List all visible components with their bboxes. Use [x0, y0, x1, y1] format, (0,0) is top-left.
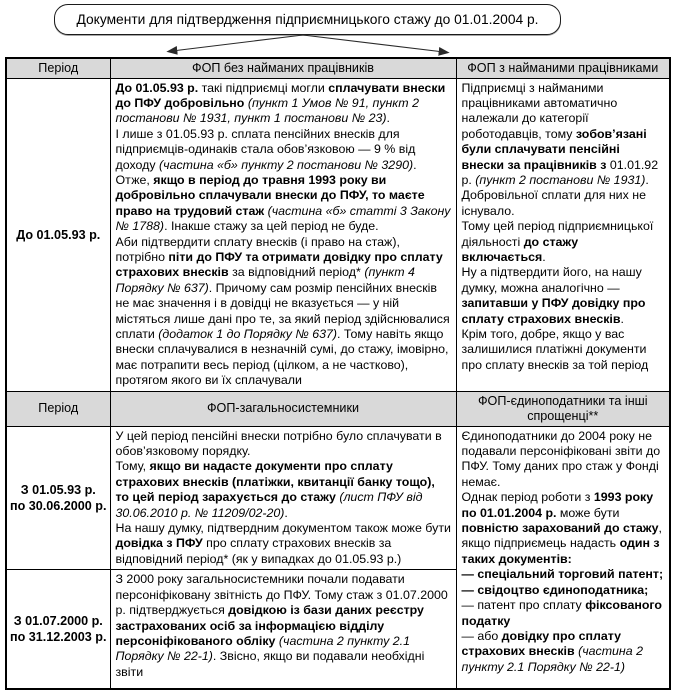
section2-body-row-1: З 01.05.93 р. по 30.06.2000 р. У цей пері… — [5, 425, 671, 690]
cell-period-1993-2000: З 01.05.93 р. по 30.06.2000 р. — [5, 425, 111, 571]
section2-header-period: Період — [5, 390, 111, 427]
section2-header-general-system: ФОП-загальносистемники — [109, 390, 457, 427]
cell-period-before-1993: До 01.05.93 р. — [5, 77, 111, 392]
cell-with-employees-before-1993: Підприємці з найманими працівниками авто… — [455, 77, 671, 392]
stage-confirmation-table: Період ФОП без найманих працівників ФОП … — [5, 57, 671, 690]
section1-header-fop-no-employees: ФОП без найманих працівників — [109, 57, 457, 79]
arrow-down-right-icon — [302, 34, 450, 56]
section1-header-period: Період — [5, 57, 111, 79]
cell-no-employees-before-1993: До 01.05.93 р. такі підприємці могли спл… — [109, 77, 457, 392]
cell-period-2000-2003: З 01.07.2000 р. по 31.12.2003 р. — [5, 569, 111, 690]
section2-body-row-2: З 01.07.2000 р. по 31.12.2003 р. З 2000 р… — [5, 569, 670, 690]
document-title-box: Документи для підтвердження підприємниць… — [54, 4, 561, 35]
section1-header-fop-with-employees: ФОП з найманими працівниками — [455, 57, 671, 79]
section2-header-single-taxers: ФОП-єдиноподатники та інші спрощенці** — [455, 390, 671, 427]
cell-single-taxers-spanning: Єдиноподатники до 2004 року не подавали … — [455, 425, 671, 690]
section2-header-row: Період ФОП-загальносистемники ФОП-єдиноп… — [5, 390, 671, 427]
arrow-down-left-icon — [166, 34, 304, 55]
section1-body-row: До 01.05.93 р. До 01.05.93 р. такі підпр… — [5, 77, 671, 392]
document-title: Документи для підтвердження підприємниць… — [76, 12, 539, 27]
cell-general-system-1993-2000: У цей період пенсійні внески потрібно бу… — [109, 425, 457, 571]
cell-general-system-2000-2003: З 2000 року загальносистемники почали по… — [109, 569, 457, 690]
section1-header-row: Період ФОП без найманих працівників ФОП … — [5, 57, 671, 79]
